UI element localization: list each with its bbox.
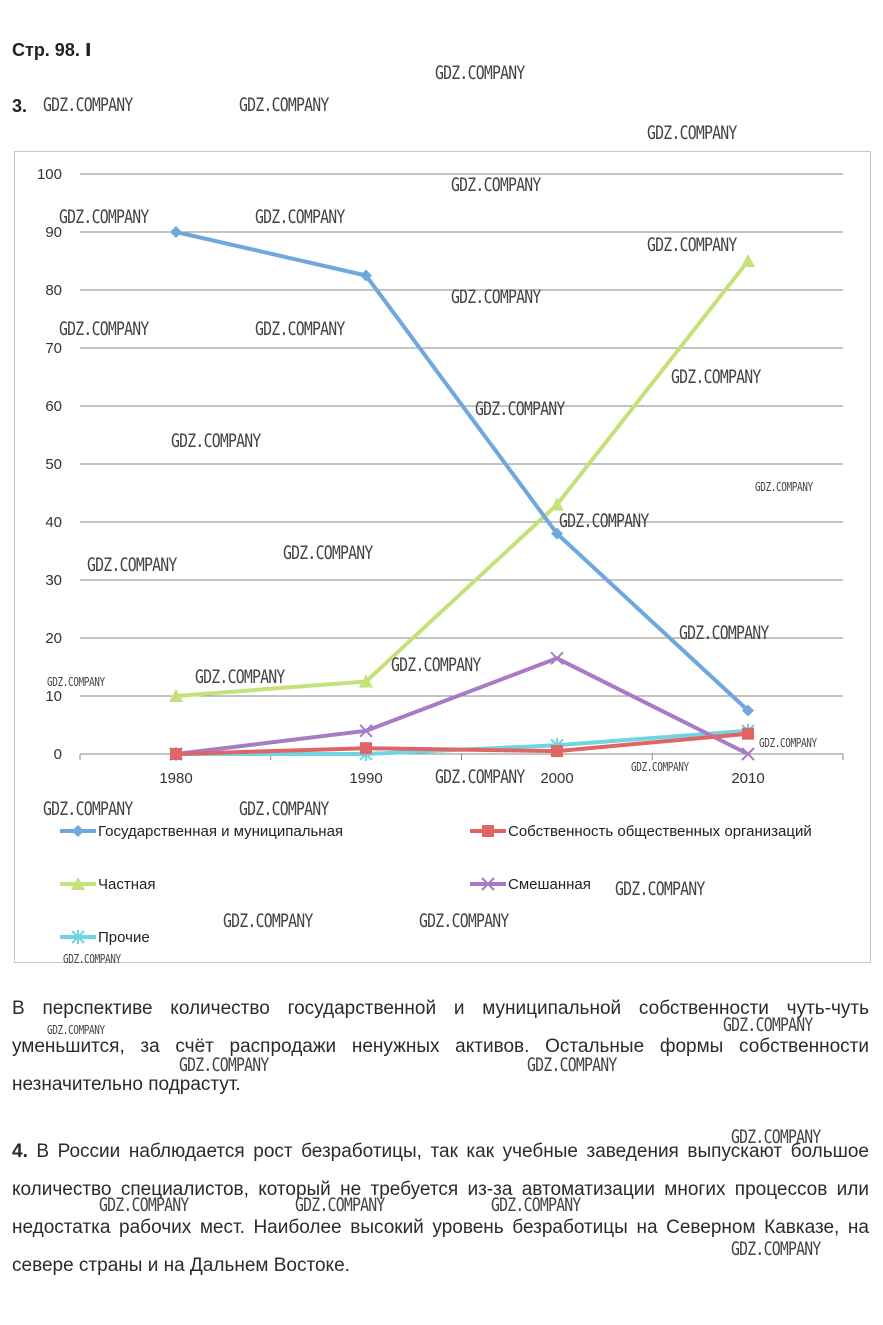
paragraph-forecast-text: В перспективе количество государственной… [12, 998, 869, 1095]
series-line [175, 731, 749, 756]
data-point [169, 689, 183, 702]
paragraph-forecast: В перспективе количество государственной… [12, 990, 869, 1104]
legend-swatch-marker [71, 877, 85, 890]
legend-swatch-marker [71, 930, 85, 944]
data-point [550, 651, 564, 666]
legend-label: Собственность общественных организаций [508, 823, 812, 840]
y-tick-label: 30 [45, 572, 62, 589]
task-4-number: 4. [12, 1141, 28, 1162]
y-tick-label: 40 [45, 514, 62, 531]
y-tick-label: 70 [45, 340, 62, 357]
legend-label: Частная [98, 876, 155, 893]
data-point [551, 745, 563, 758]
y-tick-label: 0 [54, 746, 62, 763]
legend-swatch-marker [482, 825, 494, 837]
data-point [170, 748, 182, 760]
data-point [742, 727, 754, 740]
x-tick-label: 1990 [349, 770, 382, 787]
x-tick-label: 2000 [540, 770, 573, 787]
series-line [175, 230, 750, 712]
data-point [742, 704, 754, 717]
paragraph-unemployment-text: В России наблюдается рост безработицы, т… [12, 1141, 869, 1276]
data-point [359, 724, 373, 738]
data-point [551, 527, 563, 540]
series-line [175, 259, 750, 698]
y-tick-label: 90 [45, 224, 62, 241]
legend-label: Государственная и муниципальная [98, 823, 343, 840]
paragraph-unemployment: 4. В России наблюдается рост безработицы… [12, 1133, 869, 1285]
y-tick-label: 10 [45, 688, 62, 705]
data-point [360, 742, 372, 755]
y-tick-label: 100 [37, 166, 62, 183]
page-heading: Стр. 98. Ⅰ [12, 40, 92, 60]
x-tick-label: 1980 [159, 770, 192, 787]
data-point [360, 269, 372, 282]
legend-swatch-marker [481, 877, 495, 891]
data-point [550, 497, 564, 511]
series-line [175, 656, 749, 756]
ownership-line-chart: 0 10 20 30 40 50 60 70 80 90 100 1980 1990 2000 2010 Го… [37, 166, 844, 946]
data-point [741, 254, 755, 267]
data-point [170, 226, 182, 238]
y-tick-label: 20 [45, 630, 62, 647]
y-tick-label: 80 [45, 282, 62, 299]
data-point [359, 674, 373, 688]
legend-swatch-marker [72, 825, 84, 837]
task-3-number: 3. [12, 96, 28, 116]
legend-label: Прочие [98, 929, 150, 946]
legend-label: Смешанная [508, 876, 591, 893]
x-tick-label: 2010 [731, 770, 764, 787]
data-point [741, 747, 755, 761]
y-tick-label: 60 [45, 398, 62, 415]
y-tick-label: 50 [45, 456, 62, 473]
